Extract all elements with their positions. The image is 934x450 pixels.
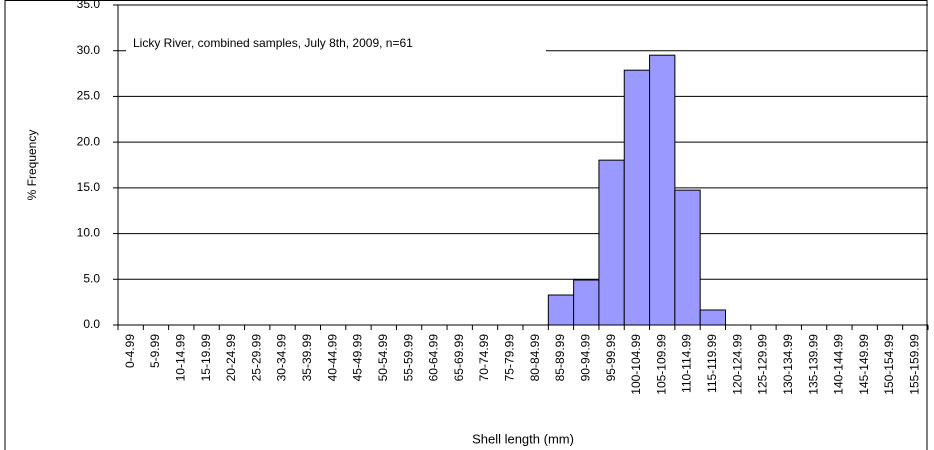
bar [547, 294, 575, 326]
x-tick-label: 130-134.99 [781, 334, 795, 395]
x-tick-label: 135-139.99 [806, 334, 820, 395]
x-tick-label: 100-104.99 [629, 334, 643, 395]
y-tick-label: 15.0 [77, 180, 101, 194]
x-tick-label: 75-79.99 [503, 334, 517, 382]
y-tick-label: 35.0 [77, 0, 101, 11]
x-tick-label: 95-99.99 [604, 334, 618, 382]
x-tick-label: 85-89.99 [553, 334, 567, 382]
x-tick-label: 145-149.99 [857, 334, 871, 395]
x-tick-label: 20-24.99 [224, 334, 238, 382]
x-tick-label: 55-59.99 [401, 334, 415, 382]
x-tick-label: 155-159.99 [908, 334, 922, 395]
x-tick-label: 45-49.99 [351, 334, 365, 382]
y-tick-label: 5.0 [83, 271, 100, 285]
x-tick-label: 25-29.99 [249, 334, 263, 382]
x-tick-label: 70-74.99 [477, 334, 491, 382]
chart-frame [4, 0, 928, 450]
x-tick-label: 40-44.99 [325, 334, 339, 382]
y-tick-label: 0.0 [83, 317, 100, 331]
bar [699, 309, 726, 326]
bar [674, 189, 701, 326]
x-tick-label: 150-154.99 [882, 334, 896, 395]
bar [598, 159, 625, 326]
y-tick-label: 25.0 [77, 89, 101, 103]
y-axis-label: % Frequency [25, 130, 39, 201]
annotation-box [126, 32, 546, 54]
x-tick-label: 35-39.99 [300, 334, 314, 382]
x-axis-label: Shell length (mm) [472, 431, 574, 446]
x-tick-label: 90-94.99 [578, 334, 592, 382]
x-tick-label: 5-9.99 [148, 334, 162, 368]
x-tick-label: 60-64.99 [427, 334, 441, 382]
x-tick-label: 120-124.99 [730, 334, 744, 395]
x-tick-label: 50-54.99 [376, 334, 390, 382]
x-tick-label: 110-114.99 [680, 334, 694, 393]
bar [573, 279, 600, 326]
x-tick-label: 30-34.99 [275, 334, 289, 382]
x-tick-label: 125-129.99 [756, 334, 770, 395]
y-tick-label: 20.0 [77, 134, 101, 148]
x-tick-label: 15-19.99 [199, 334, 213, 382]
x-tick-label: 115-119.99 [705, 334, 719, 393]
x-tick-label: 105-109.99 [654, 334, 668, 395]
x-tick-label: 0-4.99 [123, 334, 137, 368]
x-tick-label: 80-84.99 [528, 334, 542, 382]
bar [649, 54, 676, 326]
x-tick-label: 140-144.99 [832, 334, 846, 395]
y-tick-label: 30.0 [77, 43, 101, 57]
bar [623, 69, 651, 326]
annotation: Licky River, combined samples, July 8th,… [133, 36, 413, 50]
y-tick-label: 10.0 [77, 226, 101, 240]
x-tick-label: 10-14.99 [173, 334, 187, 382]
x-tick-label: 65-69.99 [452, 334, 466, 382]
